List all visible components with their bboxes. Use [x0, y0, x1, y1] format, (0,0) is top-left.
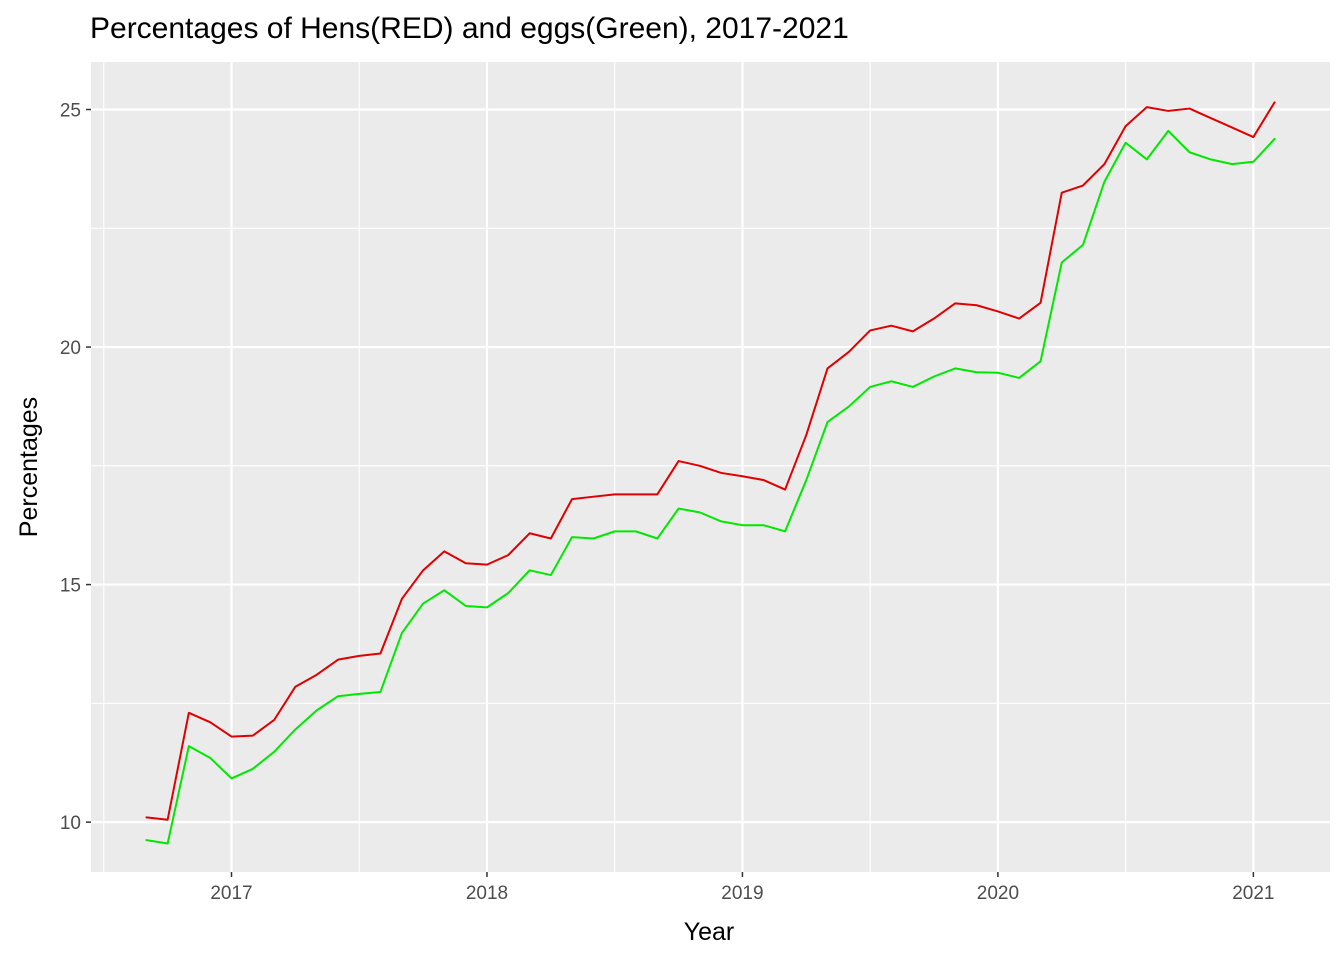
- y-tick-label: 25: [60, 101, 81, 122]
- plot-panel: [91, 62, 1330, 872]
- series-line-green: [145, 129, 1276, 845]
- panel-background: [91, 62, 1330, 872]
- x-tick-label: 2021: [1232, 883, 1274, 904]
- chart-title: Percentages of Hens(RED) and eggs(Green)…: [90, 12, 849, 45]
- series-lines: [145, 101, 1276, 845]
- series-line-red: [145, 101, 1276, 821]
- x-tick-label: 2017: [210, 883, 252, 904]
- x-axis-ticks: 2017 2018 2019 2020 2021: [210, 872, 1275, 904]
- y-tick-label: 20: [60, 338, 81, 359]
- y-tick-label: 15: [60, 576, 81, 597]
- x-axis-title: Year: [684, 918, 735, 946]
- y-axis-ticks: 10 15 20 25: [60, 101, 91, 834]
- y-tick-label: 10: [60, 813, 81, 834]
- x-tick-label: 2018: [466, 883, 508, 904]
- x-tick-label: 2020: [977, 883, 1019, 904]
- grid-lines: [91, 62, 1330, 872]
- x-tick-label: 2019: [721, 883, 763, 904]
- y-axis-title: Percentages: [15, 397, 43, 537]
